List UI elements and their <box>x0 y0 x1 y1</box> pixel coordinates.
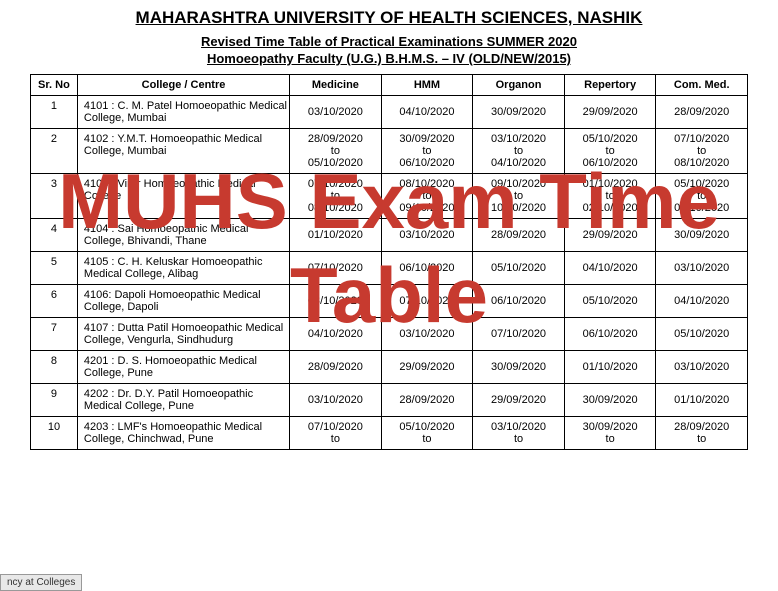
table-row: 84201 : D. S. Homoeopathic Medical Colle… <box>31 351 748 384</box>
cell-organon: 09/10/2020 to 10/10/2020 <box>473 174 565 219</box>
cell-commed: 03/10/2020 <box>656 252 748 285</box>
cell-organon: 06/10/2020 <box>473 285 565 318</box>
timetable: Sr. No College / Centre Medicine HMM Org… <box>30 74 748 450</box>
col-srno: Sr. No <box>31 75 78 96</box>
cell-college: 4105 : C. H. Keluskar Homoeopathic Medic… <box>77 252 289 285</box>
cell-repertory: 29/09/2020 <box>564 219 656 252</box>
cell-college: 4201 : D. S. Homoeopathic Medical Colleg… <box>77 351 289 384</box>
cell-organon: 28/09/2020 <box>473 219 565 252</box>
cell-srno: 5 <box>31 252 78 285</box>
cell-hmm: 08/10/2020 to 09/10/2020 <box>381 174 473 219</box>
col-commed: Com. Med. <box>656 75 748 96</box>
col-college: College / Centre <box>77 75 289 96</box>
cell-repertory: 05/10/2020 to 06/10/2020 <box>564 129 656 174</box>
cell-commed: 05/10/2020 to 06/10/2020 <box>656 174 748 219</box>
cell-repertory: 06/10/2020 <box>564 318 656 351</box>
table-row: 34103 : Virar Homoeopathic Medical Colle… <box>31 174 748 219</box>
col-repertory: Repertory <box>564 75 656 96</box>
table-row: 24102 : Y.M.T. Homoeopathic Medical Coll… <box>31 129 748 174</box>
cell-repertory: 30/09/2020 to <box>564 417 656 450</box>
cell-srno: 7 <box>31 318 78 351</box>
cell-medicine: 01/10/2020 <box>290 219 382 252</box>
cell-college: 4101 : C. M. Patel Homoeopathic Medical … <box>77 96 289 129</box>
cell-medicine: 28/09/2020 <box>290 351 382 384</box>
cell-college: 4202 : Dr. D.Y. Patil Homoeopathic Medic… <box>77 384 289 417</box>
cell-srno: 4 <box>31 219 78 252</box>
cell-college: 4107 : Dutta Patil Homoeopathic Medical … <box>77 318 289 351</box>
cell-organon: 07/10/2020 <box>473 318 565 351</box>
cell-hmm: 07/10/2020 <box>381 285 473 318</box>
cell-hmm: 29/09/2020 <box>381 351 473 384</box>
cell-medicine: 28/09/2020 to 05/10/2020 <box>290 129 382 174</box>
cell-repertory: 05/10/2020 <box>564 285 656 318</box>
cell-medicine: 03/10/2020 <box>290 96 382 129</box>
cell-srno: 8 <box>31 351 78 384</box>
cell-commed: 07/10/2020 to 08/10/2020 <box>656 129 748 174</box>
cell-college: 4106: Dapoli Homoeopathic Medical Colleg… <box>77 285 289 318</box>
col-organon: Organon <box>473 75 565 96</box>
cell-hmm: 06/10/2020 <box>381 252 473 285</box>
table-row: 14101 : C. M. Patel Homoeopathic Medical… <box>31 96 748 129</box>
cell-srno: 6 <box>31 285 78 318</box>
cell-medicine: 03/10/2020 <box>290 384 382 417</box>
cell-organon: 03/10/2020 to <box>473 417 565 450</box>
table-row: 104203 : LMF's Homoeopathic Medical Coll… <box>31 417 748 450</box>
cell-medicine: 07/10/2020 <box>290 252 382 285</box>
col-medicine: Medicine <box>290 75 382 96</box>
cell-srno: 3 <box>31 174 78 219</box>
university-name: MAHARASHTRA UNIVERSITY OF HEALTH SCIENCE… <box>30 8 748 28</box>
cell-repertory: 01/10/2020 <box>564 351 656 384</box>
subtitle-1: Revised Time Table of Practical Examinat… <box>30 34 748 49</box>
cell-organon: 30/09/2020 <box>473 96 565 129</box>
cell-college: 4102 : Y.M.T. Homoeopathic Medical Colle… <box>77 129 289 174</box>
cell-commed: 28/09/2020 to <box>656 417 748 450</box>
table-row: 44104 : Sai Homoeopathic Medical College… <box>31 219 748 252</box>
cell-college: 4103 : Virar Homoeopathic Medical Colleg… <box>77 174 289 219</box>
cell-commed: 03/10/2020 <box>656 351 748 384</box>
cell-srno: 10 <box>31 417 78 450</box>
cell-srno: 1 <box>31 96 78 129</box>
cell-commed: 05/10/2020 <box>656 318 748 351</box>
table-row: 94202 : Dr. D.Y. Patil Homoeopathic Medi… <box>31 384 748 417</box>
table-row: 54105 : C. H. Keluskar Homoeopathic Medi… <box>31 252 748 285</box>
cell-college: 4104 : Sai Homoeopathic Medical College,… <box>77 219 289 252</box>
cell-hmm: 28/09/2020 <box>381 384 473 417</box>
subtitle-2: Homoeopathy Faculty (U.G.) B.H.M.S. – IV… <box>30 51 748 66</box>
cell-hmm: 05/10/2020 to <box>381 417 473 450</box>
cell-medicine: 04/10/2020 <box>290 318 382 351</box>
cell-medicine: 07/10/2020 to <box>290 417 382 450</box>
cell-organon: 30/09/2020 <box>473 351 565 384</box>
cell-srno: 2 <box>31 129 78 174</box>
cell-hmm: 04/10/2020 <box>381 96 473 129</box>
col-hmm: HMM <box>381 75 473 96</box>
cell-organon: 03/10/2020 to 04/10/2020 <box>473 129 565 174</box>
cell-repertory: 01/10/2020 to 02/10/2020 <box>564 174 656 219</box>
cell-hmm: 03/10/2020 <box>381 219 473 252</box>
cell-commed: 04/10/2020 <box>656 285 748 318</box>
bottom-tab: ncy at Colleges <box>0 574 82 591</box>
cell-organon: 29/09/2020 <box>473 384 565 417</box>
cell-commed: 28/09/2020 <box>656 96 748 129</box>
table-row: 64106: Dapoli Homoeopathic Medical Colle… <box>31 285 748 318</box>
cell-repertory: 04/10/2020 <box>564 252 656 285</box>
cell-repertory: 30/09/2020 <box>564 384 656 417</box>
cell-hmm: 30/09/2020 to 06/10/2020 <box>381 129 473 174</box>
table-header-row: Sr. No College / Centre Medicine HMM Org… <box>31 75 748 96</box>
cell-hmm: 03/10/2020 <box>381 318 473 351</box>
cell-college: 4203 : LMF's Homoeopathic Medical Colleg… <box>77 417 289 450</box>
cell-organon: 05/10/2020 <box>473 252 565 285</box>
cell-medicine: 07/10/2020 to 08/10/2020 <box>290 174 382 219</box>
cell-commed: 30/09/2020 <box>656 219 748 252</box>
table-row: 74107 : Dutta Patil Homoeopathic Medical… <box>31 318 748 351</box>
cell-medicine: 03/10/2020 <box>290 285 382 318</box>
cell-commed: 01/10/2020 <box>656 384 748 417</box>
cell-repertory: 29/09/2020 <box>564 96 656 129</box>
cell-srno: 9 <box>31 384 78 417</box>
